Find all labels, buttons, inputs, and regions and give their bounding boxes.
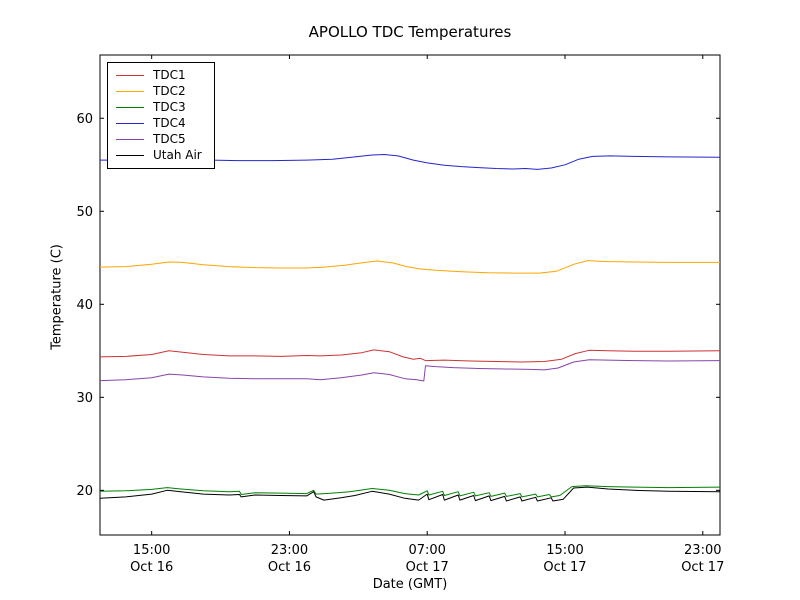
x-tick-label: 15:00 Oct 17	[543, 543, 586, 575]
chart-title: APOLLO TDC Temperatures	[308, 23, 512, 41]
x-tick-label: 15:00 Oct 16	[130, 543, 173, 575]
y-tick-label: 60	[76, 112, 93, 127]
series-line-tdc3	[99, 485, 721, 498]
y-tick-label: 40	[76, 298, 93, 313]
series-line-utah-air	[99, 486, 721, 502]
y-tick-label: 30	[76, 391, 93, 406]
y-tick-label: 20	[76, 484, 93, 499]
legend-line-sample	[116, 139, 144, 140]
legend-label: TDC2	[153, 84, 186, 98]
series-line-tdc5	[99, 359, 721, 382]
legend-item-tdc4: TDC4	[116, 117, 202, 130]
legend-item-utah-air: Utah Air	[116, 149, 202, 162]
legend-line-sample	[116, 91, 144, 92]
legend-line-sample	[116, 123, 144, 124]
x-tick-label: 07:00 Oct 17	[406, 543, 449, 575]
y-tick-label: 50	[76, 205, 93, 220]
series-line-tdc4	[100, 154, 721, 170]
x-tick-label: 23:00 Oct 17	[681, 543, 724, 575]
legend-item-tdc3: TDC3	[116, 101, 202, 114]
x-axis-label: Date (GMT)	[372, 577, 448, 592]
series-line-tdc2	[99, 260, 720, 274]
legend-label: TDC1	[153, 68, 186, 82]
legend-item-tdc2: TDC2	[116, 85, 202, 98]
legend-line-sample	[116, 155, 144, 156]
legend-item-tdc1: TDC1	[116, 69, 202, 82]
series-line-tdc1	[99, 349, 721, 363]
legend-line-sample	[116, 107, 144, 108]
y-axis-label: Temperature (C)	[49, 244, 65, 350]
legend-item-tdc5: TDC5	[116, 133, 202, 146]
legend-label: TDC4	[153, 116, 186, 130]
legend-line-sample	[116, 75, 144, 76]
legend-label: TDC5	[153, 132, 186, 146]
legend: TDC1 TDC2 TDC3 TDC4 TDC5 Utah Air	[107, 62, 215, 169]
legend-label: TDC3	[153, 100, 186, 114]
legend-label: Utah Air	[153, 148, 202, 162]
x-tick-label: 23:00 Oct 16	[268, 543, 311, 575]
